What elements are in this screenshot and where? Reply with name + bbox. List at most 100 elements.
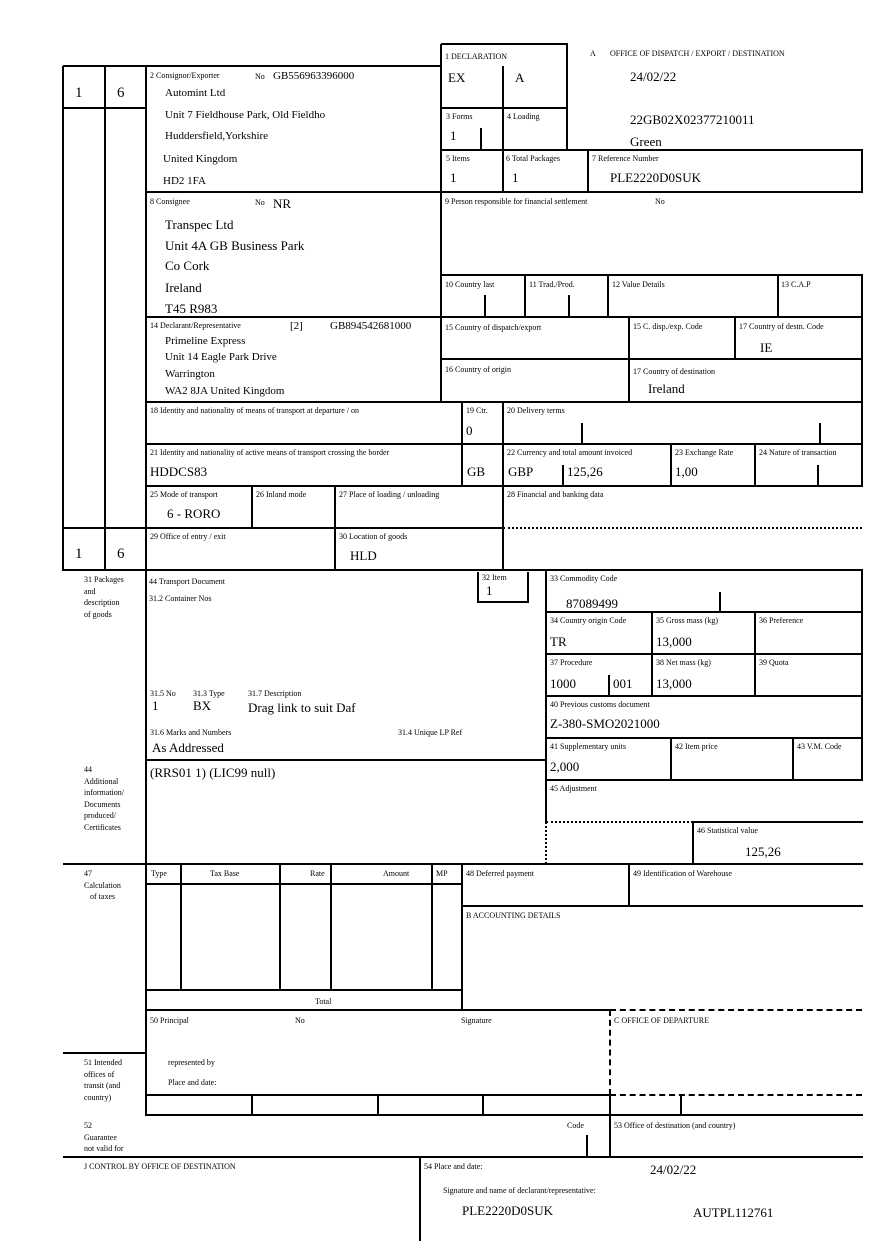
box18-label: 18 Identity and nationality of means of … [150,406,360,415]
form-line [693,821,863,823]
form-line [680,1095,682,1116]
form-line [608,675,610,697]
dotted-line [610,1009,862,1011]
form-line [562,465,564,487]
box30-label: 30 Location of goods [339,532,408,541]
items-value: 1 [450,170,457,185]
box52-code-label: Code [567,1121,584,1130]
box54-signature-label: Signature and name of declarant/represen… [443,1186,596,1195]
represented-by-label: represented by [168,1058,215,1067]
box50-label: 50 Principal [150,1016,189,1025]
form-line [817,465,819,487]
destination-country: Ireland [648,381,685,396]
form-line [63,65,442,67]
box31-label: 31 Packages and description of goods [84,575,124,619]
form-line [566,44,568,151]
box46-label: 46 Statistical value [697,826,758,835]
form-line [478,601,529,603]
form-line [480,128,482,149]
supplementary-units: 2,000 [550,759,580,774]
form-line [861,402,863,487]
declarant-eori: GB894542681000 [330,320,412,332]
container-indicator: 0 [466,423,473,438]
box11-label: 11 Trad./Prod. [529,280,575,289]
box37-label: 37 Procedure [550,658,593,667]
office-letter: A [590,49,596,58]
form-line [628,317,630,403]
box48-label: 48 Deferred payment [466,869,534,878]
box25-label: 25 Mode of transport [150,490,218,499]
form-line [545,570,547,823]
form-line [861,150,863,193]
form-line [63,1052,147,1054]
consignor-eori: GB556963396000 [273,70,355,82]
box24-label: 24 Nature of transaction [759,448,837,457]
box32-label: 32 Item [482,573,507,582]
form-line [819,423,821,445]
tax-column-header: Amount [383,869,410,878]
box49-label: 49 Identification of Warehouse [633,869,732,878]
dotted-line [546,821,693,823]
declarant-name: PLE2220D0SUK [462,1203,554,1218]
form-line [146,443,863,445]
form-line [777,275,779,318]
dotted-line [609,1010,611,1095]
tax-column-header: Rate [310,869,325,878]
form-line [146,316,863,318]
border-nationality: GB [467,464,486,479]
box28-label: 28 Financial and banking data [507,490,604,499]
box15-label: 15 Country of dispatch/export [445,323,542,332]
form-line [63,1156,863,1158]
form-line [63,527,504,529]
box5-label: 5 Items [446,154,470,163]
form-line [670,444,672,487]
form-line [546,653,863,655]
consignor-line: Huddersfield,Yorkshire [165,130,269,142]
box20-label: 20 Delivery terms [507,406,565,415]
reference-number: PLE2220D0SUK [610,170,702,185]
boxC-label: C OFFICE OF DEPARTURE [614,1016,710,1025]
form-line [334,486,336,571]
box4-label: 4 Loading [507,112,540,121]
form-line [441,274,863,276]
box9-no-label: No [655,197,665,206]
form-line [461,864,463,1011]
box36-label: 36 Preference [759,616,804,625]
box22-label: 22 Currency and total amount invoiced [507,448,633,457]
box50-signature-label: Signature [461,1016,492,1025]
dotted-line [545,822,547,864]
boxJ-label: J CONTROL BY OFFICE OF DESTINATION [84,1162,236,1171]
origin-code: TR [550,634,567,649]
consignee-line: Unit 4A GB Business Park [165,238,305,253]
destination-code: IE [760,340,773,355]
form-line [441,358,863,360]
form-line [441,107,568,109]
authorisation-number: AUTPL112761 [693,1205,774,1220]
route: Green [630,134,662,149]
box29-label: 29 Office of entry / exit [150,532,226,541]
form-line [441,149,863,151]
box9-label: 9 Person responsible for financial settl… [445,197,588,206]
form-line [861,570,863,781]
form-line [63,863,863,865]
box42-label: 42 Item price [675,742,718,751]
declarant-status: [2] [290,320,303,332]
form-line [861,275,863,318]
declaration-subtype: A [515,70,525,85]
form-line [502,444,504,487]
statistical-value: 125,26 [745,844,781,859]
box23-label: 23 Exchange Rate [675,448,734,457]
box12-label: 12 Value Details [612,280,665,289]
boxB-label: B ACCOUNTING DETAILS [466,911,561,920]
box3-label: 3 Forms [446,112,473,121]
form-line [609,1095,611,1158]
declarant-line: Primeline Express [165,335,246,347]
form-line [461,444,463,487]
form-line [146,1114,863,1116]
box17-label: 17 Country of destination [633,367,715,376]
form-line [146,401,863,403]
tax-column-header: MP [436,869,448,878]
form-line [440,317,442,403]
box38-label: 38 Net mass (kg) [656,658,711,667]
copy-number-2-bottom: 6 [117,546,125,562]
